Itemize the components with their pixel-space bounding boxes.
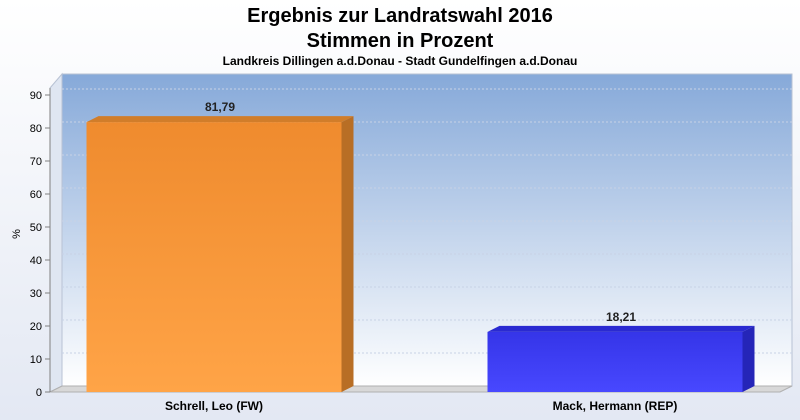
bar-top — [487, 325, 755, 332]
chart-title-line2: Stimmen in Prozent — [307, 30, 494, 52]
bar-1: 18,21 — [487, 310, 755, 392]
x-axis: Schrell, Leo (FW) Mack, Hermann (REP) — [165, 399, 677, 413]
category-label: Schrell, Leo (FW) — [165, 399, 263, 413]
y-axis-label: % — [11, 229, 23, 239]
plot-left-wall — [49, 72, 63, 393]
bar-side — [341, 116, 354, 392]
category-label: Mack, Hermann (REP) — [553, 399, 678, 413]
bar-front — [86, 122, 342, 392]
bar-front — [487, 331, 743, 392]
y-tick-label: 90 — [30, 90, 42, 102]
data-label: 81,79 — [205, 100, 235, 114]
y-tick-label: 0 — [36, 387, 42, 399]
y-tick-label: 70 — [30, 156, 42, 168]
y-tick-label: 80 — [30, 123, 42, 135]
chart-subtitle: Landkreis Dillingen a.d.Donau - Stadt Gu… — [223, 54, 578, 68]
y-tick-label: 50 — [30, 222, 42, 234]
bar-top — [86, 116, 354, 123]
bars: 81,79 18,21 — [86, 100, 755, 392]
y-tick-label: 60 — [30, 189, 42, 201]
data-label: 18,21 — [606, 310, 636, 324]
y-tick-label: 40 — [30, 255, 42, 267]
y-tick-label: 20 — [30, 321, 42, 333]
y-tick-label: 10 — [30, 354, 42, 366]
y-axis: 0 10 20 30 40 50 60 70 80 90 — [30, 90, 50, 399]
chart-title: Ergebnis zur Landratswahl 2016 — [247, 5, 553, 27]
bar-0: 81,79 — [86, 100, 354, 392]
bar-side — [742, 325, 755, 392]
y-tick-label: 30 — [30, 288, 42, 300]
